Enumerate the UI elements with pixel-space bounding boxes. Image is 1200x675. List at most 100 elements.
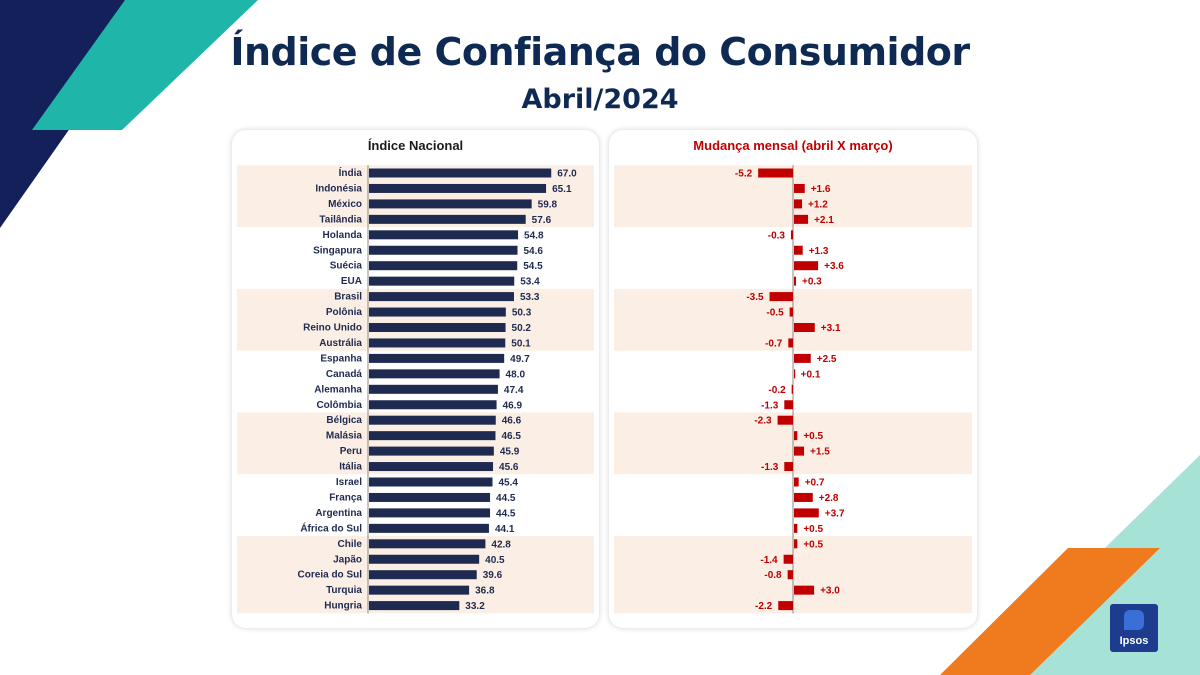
national-index-value-label: 44.5 [496,508,516,519]
monthly-change-bar [794,183,805,193]
monthly-change-value-label: -1.4 [760,555,778,566]
monthly-change-bar [778,601,793,611]
national-index-bar [369,307,506,317]
monthly-change-bar [794,523,798,533]
national-index-value-label: 36.8 [475,586,495,597]
national-index-bar [369,585,470,595]
national-index-value-label: 47.4 [504,385,524,396]
country-label: Turquia [326,585,362,596]
country-label: EUA [341,276,362,287]
monthly-change-bar [794,431,798,441]
orange-corner-shape [940,548,1160,675]
national-index-value-label: 67.0 [557,169,577,180]
monthly-change-value-label: +2.5 [817,354,837,365]
country-label: África do Sul [300,521,362,534]
monthly-change-value-label: +3.0 [820,586,840,597]
national-index-value-label: 44.1 [495,524,515,535]
monthly-change-bar [758,168,793,178]
monthly-change-value-label: +0.5 [803,539,823,550]
country-label: Reino Unido [303,323,362,334]
monthly-change-value-label: +1.3 [809,246,829,257]
monthly-change-bar [794,245,803,255]
country-label: Espanha [320,353,362,364]
national-index-value-label: 44.5 [496,493,516,504]
national-index-value-label: 59.8 [538,199,558,210]
monthly-change-bar [794,199,803,209]
national-index-bar [369,199,532,209]
national-index-value-label: 33.2 [465,601,485,612]
monthly-change-bar [794,369,796,379]
country-label: Austrália [319,338,362,349]
monthly-change-value-label: -0.5 [766,308,784,319]
country-label: Peru [340,446,362,457]
page-title: Índice de Confiança do Consumidor [230,30,970,74]
national-index-bar [369,230,519,240]
monthly-change-chart: -5.2 +1.6 +1.2 +2.1 -0.3 +1.3 +3.6+0.3 -3.5-0.5… [614,165,972,614]
country-label: Brasil [334,292,362,303]
national-index-bar [369,245,518,255]
monthly-change-value-label: +1.5 [810,447,830,458]
monthly-change-bar [794,539,798,549]
national-index-bar [369,261,518,271]
ipsos-logo: Ipsos [1110,604,1158,652]
monthly-change-value-label: +0.1 [801,369,821,380]
national-index-bar [369,431,496,441]
monthly-change-value-label: -1.3 [761,400,779,411]
monthly-change-value-label: -2.2 [755,601,773,612]
monthly-change-value-label: +2.8 [819,493,839,504]
monthly-change-bar [784,462,793,472]
national-index-value-label: 46.9 [503,400,523,411]
country-label: Itália [339,462,362,473]
national-index-value-label: 54.8 [524,230,544,241]
national-index-title: Índice Nacional [367,138,464,153]
national-index-value-label: 50.3 [512,308,532,319]
national-index-value-label: 48.0 [506,369,526,380]
national-index-value-label: 53.3 [520,292,540,303]
monthly-change-value-label: -0.2 [768,385,786,396]
teal-corner-shape [32,0,258,130]
monthly-change-bar [794,214,809,224]
national-index-bar [369,462,494,472]
national-index-value-label: 57.6 [532,215,552,226]
monthly-change-value-label: +0.7 [805,478,825,489]
national-index-chart: Índia 67.0 Indonésia 65.1 México 59.8 Tailândi… [237,165,594,614]
monthly-change-panel: Mudança mensal (abril X março) -5.2 +1.6 +… [609,130,977,628]
national-index-bar [369,369,500,379]
national-index-bar [369,539,486,549]
country-label: França [329,492,362,503]
national-index-value-label: 50.1 [511,338,531,349]
monthly-change-bar [791,384,793,394]
national-index-panel: Índice Nacional Índia 67.0 Indonésia 65.1 Mé… [232,130,599,628]
national-index-bar [369,292,514,302]
monthly-change-bar [794,323,815,332]
monthly-change-value-label: +0.5 [803,431,823,442]
monthly-change-value-label: -2.3 [754,416,772,427]
monthly-change-value-label: -0.8 [764,570,782,581]
monthly-change-bar [783,554,793,564]
ipsos-logo-mark [1124,610,1144,630]
national-index-bar [369,214,526,224]
monthly-change-value-label: +3.7 [825,508,845,519]
monthly-change-value-label: +3.6 [824,261,844,272]
national-index-value-label: 53.4 [520,277,540,288]
country-label: Tailândia [319,214,362,225]
ipsos-logo-text: Ipsos [1119,635,1149,647]
monthly-change-value-label: +1.2 [808,199,828,210]
monthly-change-bar [790,230,793,240]
national-index-bar [369,323,506,332]
national-index-bar [369,508,491,518]
monthly-change-bar [784,400,793,410]
country-label: Chile [338,539,363,550]
country-label: Singapura [313,245,362,256]
monthly-change-bar [794,492,813,502]
country-label: Polônia [326,307,363,318]
monthly-change-bar [769,292,793,302]
page-subtitle: Abril/2024 [521,84,679,115]
national-index-bar [369,523,489,533]
national-index-bar [369,400,497,410]
national-index-value-label: 45.9 [500,447,520,458]
country-label: Bélgica [326,415,362,426]
national-index-value-label: 45.6 [499,462,519,473]
national-index-value-label: 50.2 [512,323,532,334]
national-index-value-label: 46.6 [502,416,522,427]
